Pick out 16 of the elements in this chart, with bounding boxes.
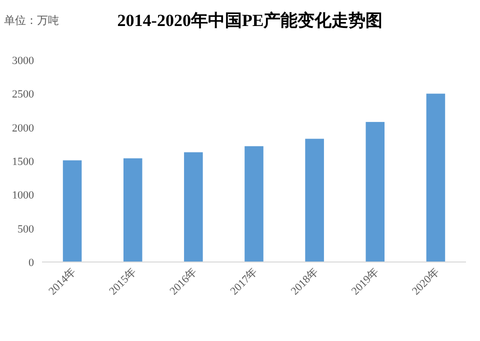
- y-tick-label: 0: [28, 257, 34, 269]
- y-tick-label: 1500: [12, 156, 34, 168]
- y-tick-label: 3000: [12, 55, 34, 67]
- y-tick-label: 500: [18, 223, 34, 236]
- bar: [184, 152, 203, 262]
- title: 2014-2020年中国PE产能变化走势图: [117, 11, 383, 30]
- y-tick-label: 1000: [12, 190, 34, 202]
- bar: [123, 158, 142, 262]
- bar: [305, 138, 324, 262]
- y-tick-label: 2500: [12, 88, 34, 101]
- bar: [244, 146, 264, 262]
- bar: [426, 94, 446, 262]
- y-tick-label: 2000: [12, 122, 34, 134]
- bar: [62, 160, 82, 262]
- bar: [366, 122, 385, 262]
- ylabel: 单位：万吨: [4, 15, 59, 27]
